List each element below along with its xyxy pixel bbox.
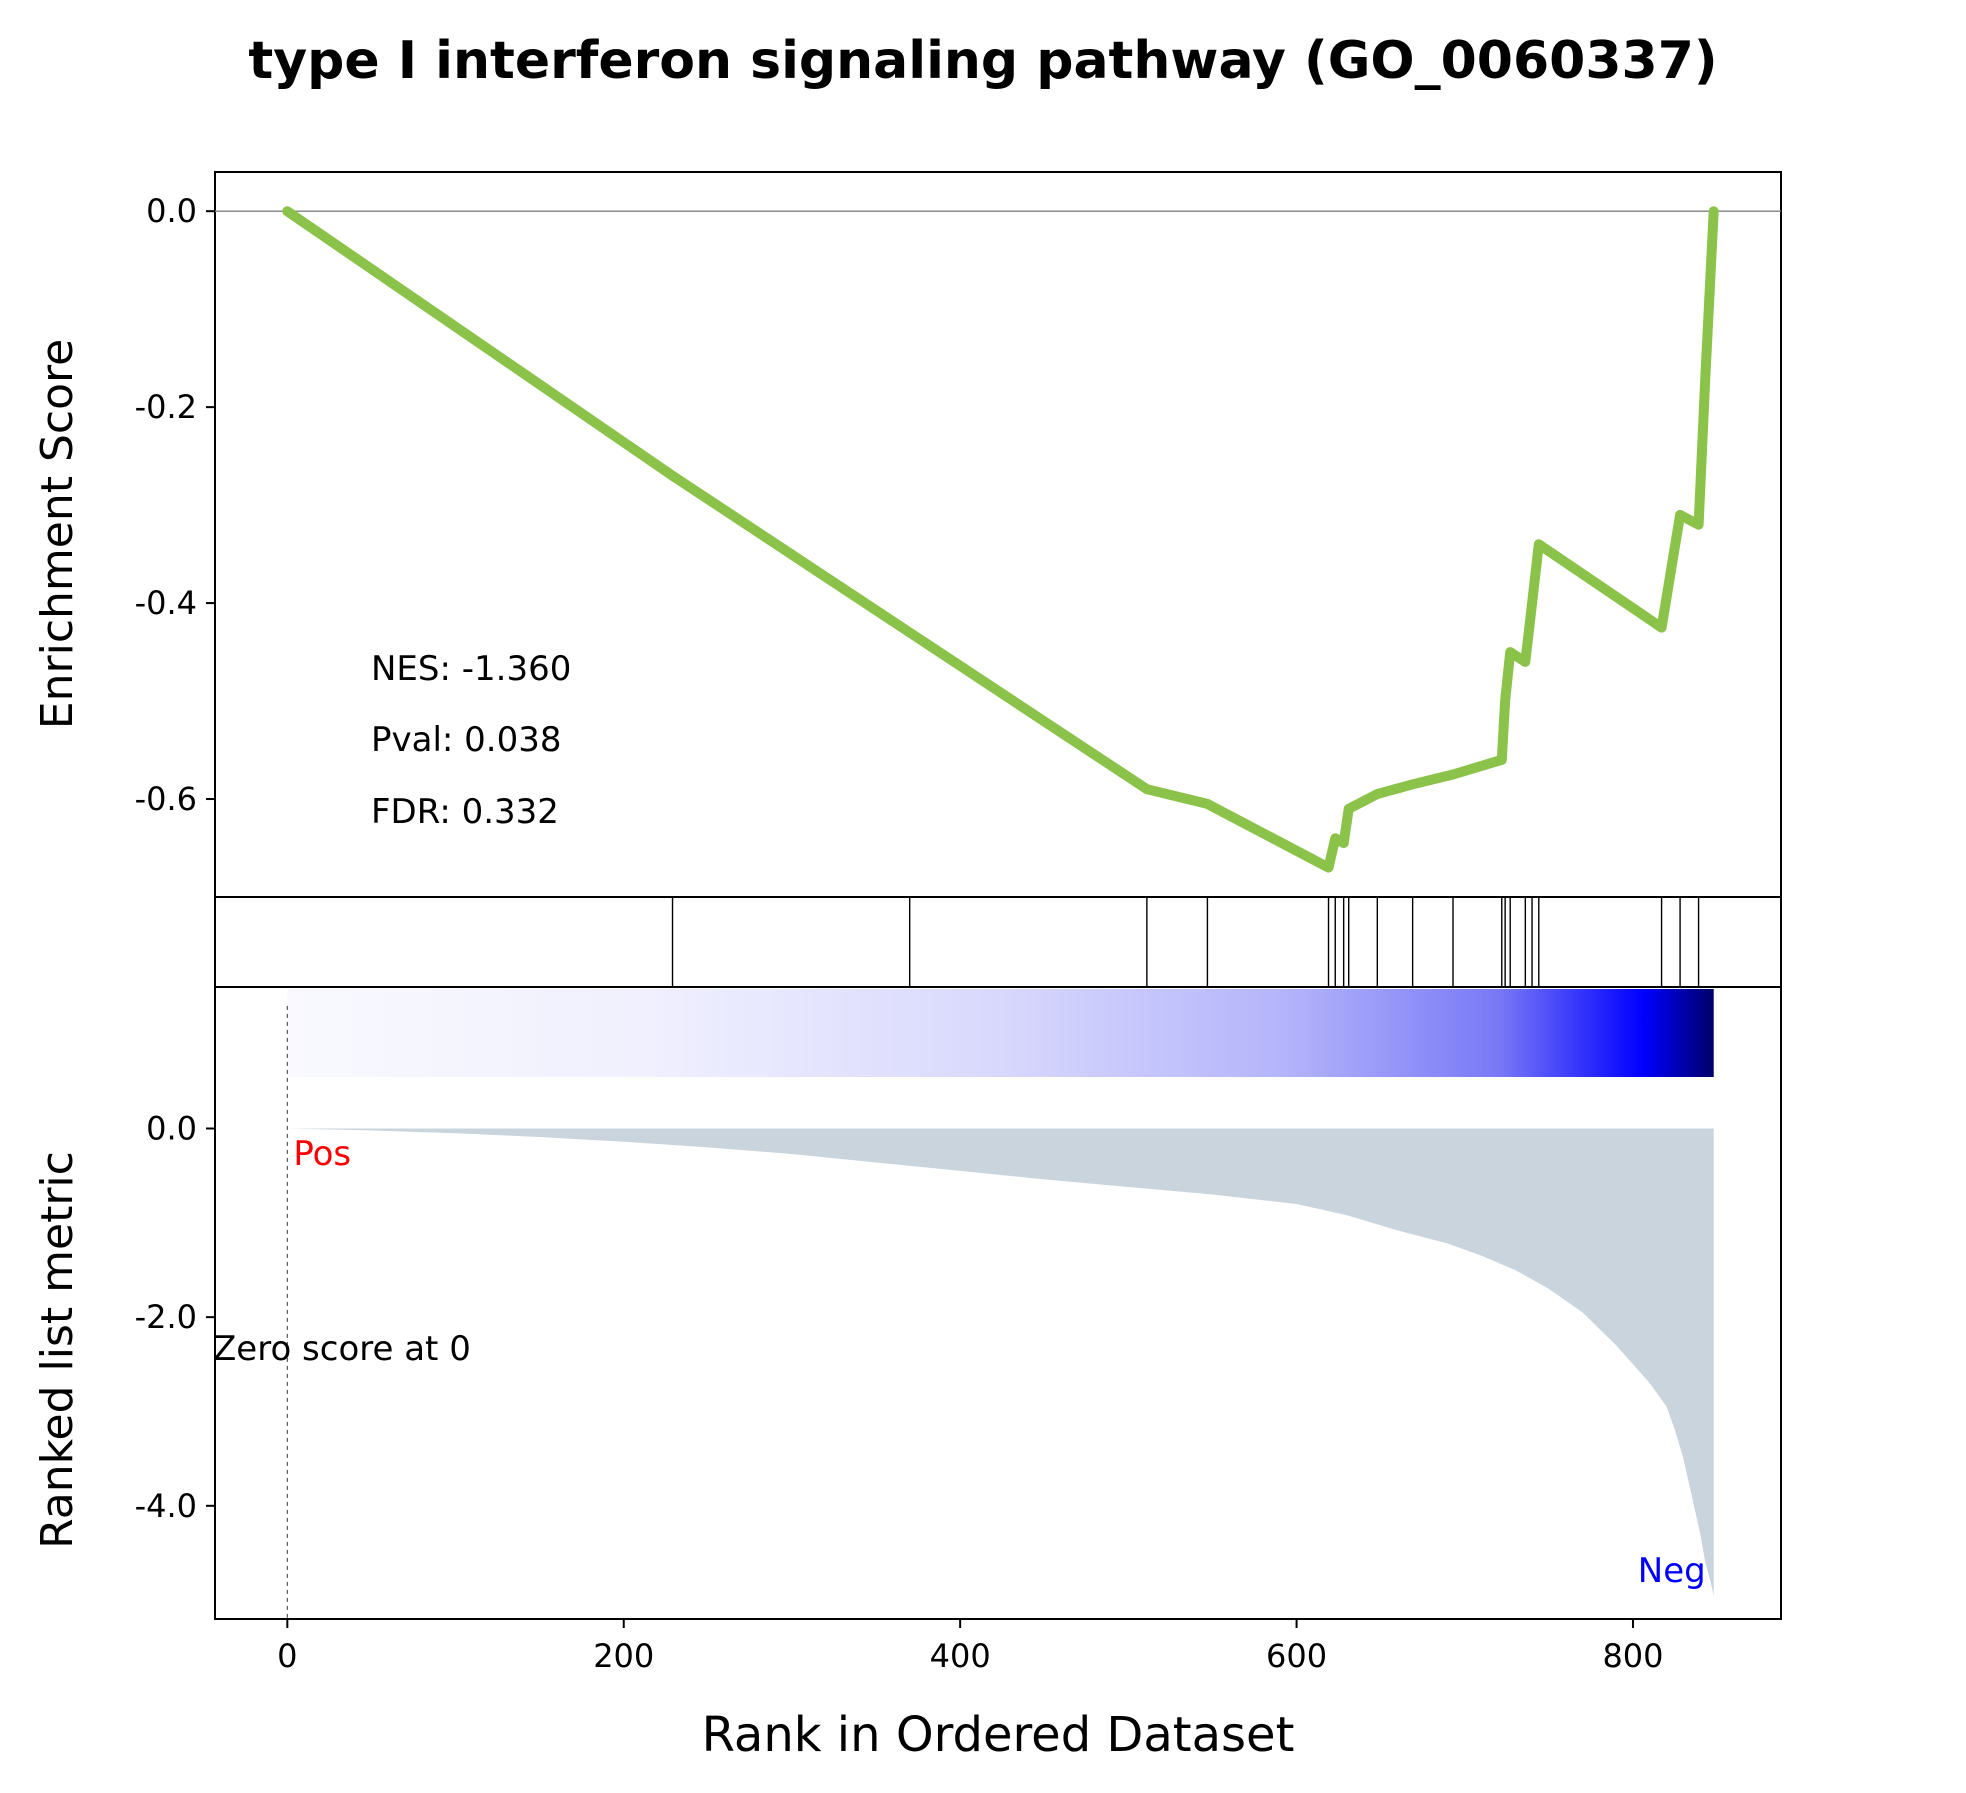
es-y-tick-label: 0.0 xyxy=(146,192,197,230)
x-tick-label: 600 xyxy=(1266,1637,1327,1675)
es-y-tick-label: -0.4 xyxy=(135,584,197,622)
hits-group xyxy=(671,897,1700,987)
hits-panel-frame xyxy=(214,896,1782,988)
hits-panel xyxy=(214,896,1782,988)
es-y-tick-label: -0.6 xyxy=(135,780,197,818)
rank-y-axis: 0.0 -2.0 -4.0 xyxy=(135,1109,215,1525)
rank-y-tick-label: -2.0 xyxy=(135,1298,197,1336)
pval-annotation: Pval: 0.038 xyxy=(371,720,562,760)
es-y-axis: 0.0 -0.2 -0.4 -0.6 xyxy=(135,192,215,818)
x-tick-label: 800 xyxy=(1602,1637,1663,1675)
es-curve xyxy=(282,206,1719,873)
es-y-axis-label: Enrichment Score xyxy=(32,339,83,729)
es-series-group xyxy=(282,206,1719,873)
x-tick-label: 400 xyxy=(930,1637,991,1675)
fdr-annotation: FDR: 0.332 xyxy=(371,792,559,832)
pos-label: Pos xyxy=(293,1134,351,1174)
ranked-metric-panel: 0.0 -2.0 -4.0 Ranked list metric Pos Neg Z… xyxy=(32,986,1782,1620)
nes-annotation: NES: -1.360 xyxy=(371,649,571,689)
rank-panel-frame xyxy=(214,986,1782,1620)
ranked-metric-area xyxy=(287,1128,1714,1596)
rank-y-axis-label: Ranked list metric xyxy=(32,1151,83,1549)
x-axis: 0 200 400 600 800 xyxy=(277,1619,1664,1675)
rank-y-tick-label: 0.0 xyxy=(146,1109,197,1147)
zero-score-label: Zero score at 0 xyxy=(213,1329,471,1369)
rank-y-tick-label: -4.0 xyxy=(135,1487,197,1525)
enrichment-score-panel: 0.0 -0.2 -0.4 -0.6 Enrichment Score NES: -1… xyxy=(32,171,1782,898)
x-axis-label: Rank in Ordered Dataset xyxy=(702,1707,1295,1763)
es-y-tick-label: -0.2 xyxy=(135,388,197,426)
x-tick-label: 0 xyxy=(277,1637,297,1675)
neg-label: Neg xyxy=(1638,1551,1706,1591)
x-tick-label: 200 xyxy=(593,1637,654,1675)
es-panel-frame xyxy=(214,171,1782,898)
chart-title: type I interferon signaling pathway (GO_… xyxy=(248,31,1717,91)
rank-heatmap-bar xyxy=(287,989,1714,1077)
